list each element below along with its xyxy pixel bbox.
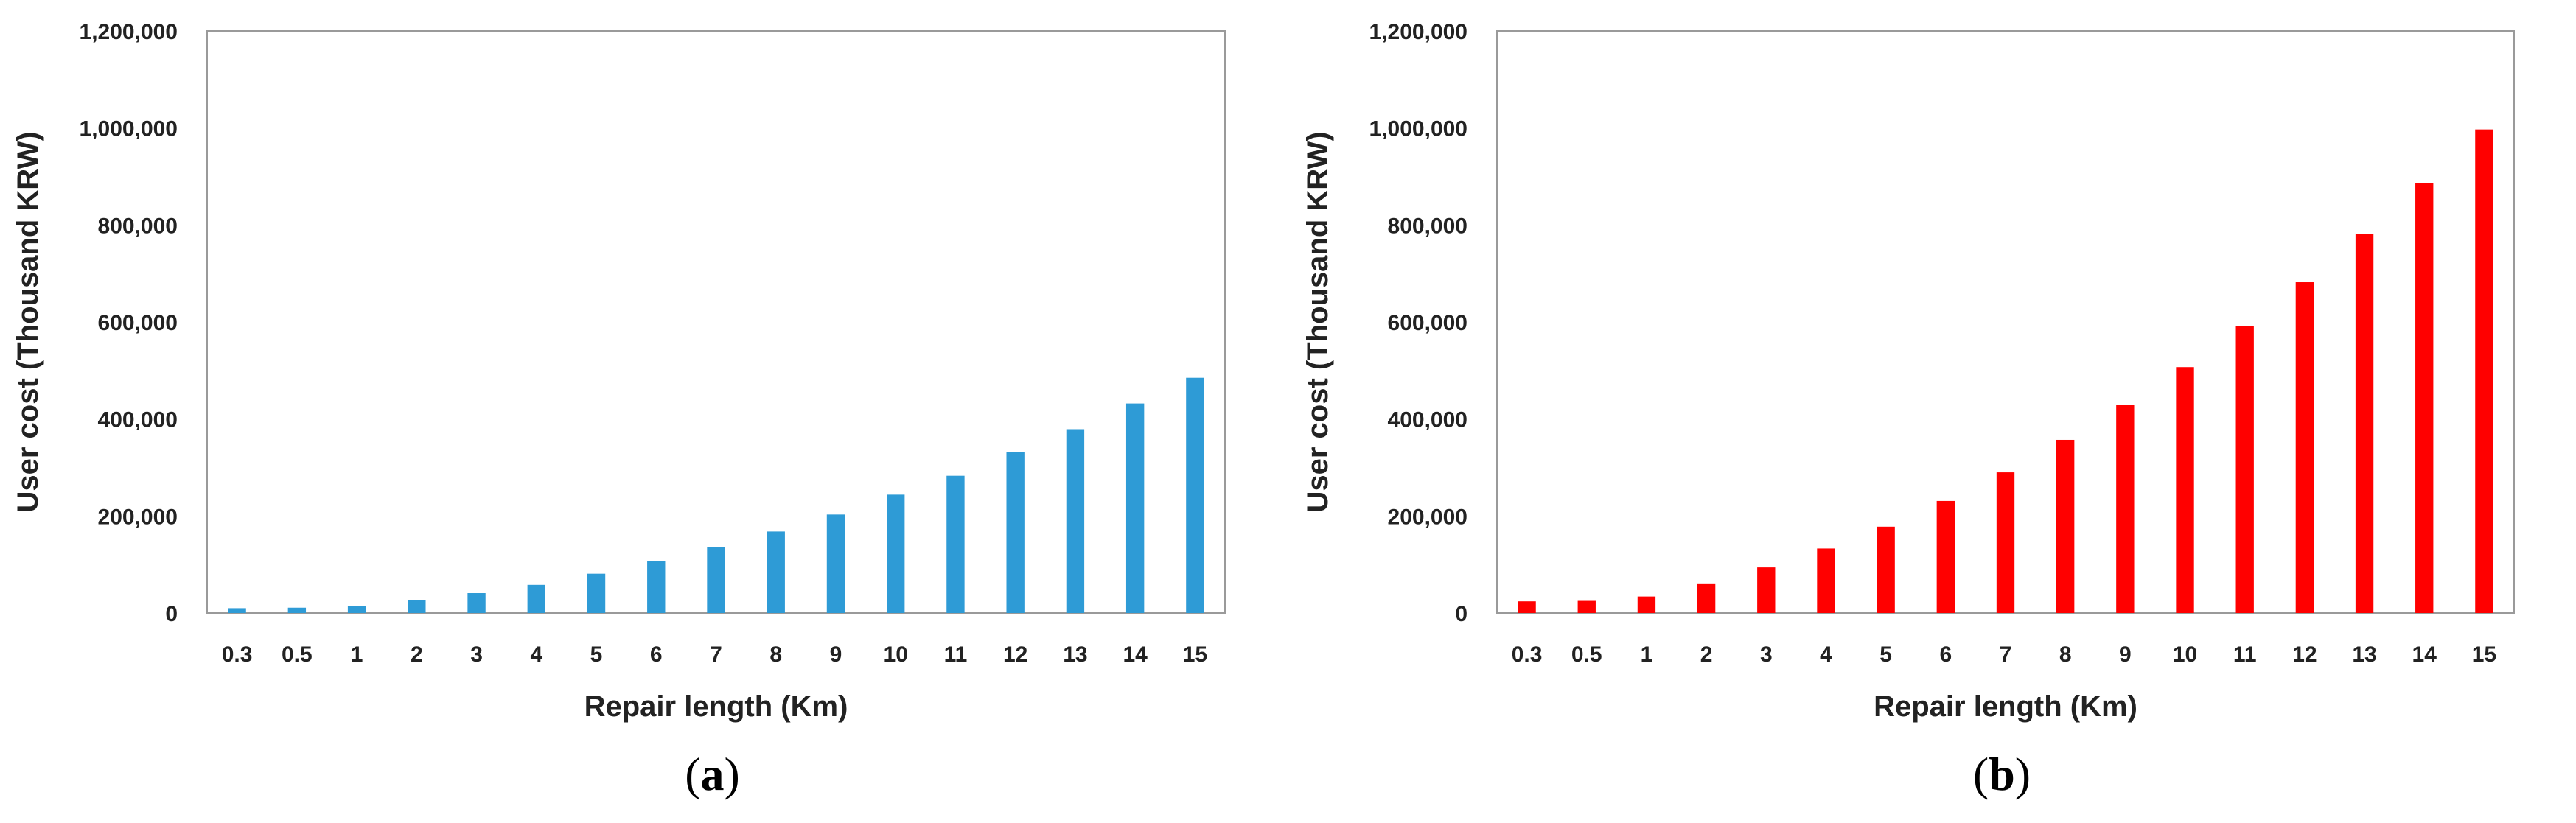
- bar: [2355, 234, 2374, 613]
- x-tick-label: 14: [1123, 642, 1148, 667]
- bar: [1518, 601, 1536, 613]
- bar: [2475, 129, 2493, 613]
- bar: [647, 561, 666, 613]
- chart-panel-b: 0 200,000 400,000 600,000 800,000 1,000,000 1,…: [1302, 20, 2515, 800]
- bar: [1066, 429, 1085, 613]
- bar: [347, 606, 366, 613]
- y-axis-title: User cost (Thousand KRW): [1302, 131, 1334, 512]
- x-tick-label: 12: [2292, 642, 2317, 667]
- x-tick-label: 3: [470, 642, 483, 667]
- bar: [1877, 526, 1895, 613]
- y-tick-label: 0: [1455, 602, 1467, 626]
- bar: [527, 584, 545, 613]
- bar: [2116, 405, 2135, 613]
- bar: [2295, 282, 2314, 613]
- x-tick-label: 12: [1003, 642, 1027, 667]
- x-tick-label: 10: [884, 642, 908, 667]
- bar: [587, 573, 606, 613]
- bar: [1577, 600, 1596, 613]
- y-tick-label: 800,000: [98, 214, 178, 238]
- y-tick-label: 600,000: [98, 311, 178, 335]
- x-tick-label: 13: [1063, 642, 1087, 667]
- bar: [887, 494, 905, 613]
- x-tick-label: 15: [2472, 642, 2496, 667]
- x-tick-label: 1: [351, 642, 363, 667]
- x-tick-label: 7: [710, 642, 722, 667]
- x-tick-label: 8: [2059, 642, 2072, 667]
- x-tick-label: 7: [2000, 642, 2012, 667]
- x-tick-label: 2: [411, 642, 423, 667]
- y-tick-label: 0: [165, 602, 178, 626]
- x-tick-label: 1: [1641, 642, 1653, 667]
- x-tick-label: 6: [650, 642, 663, 667]
- x-tick-label: 5: [1879, 642, 1892, 667]
- y-tick-label: 1,200,000: [1369, 20, 1467, 44]
- bar: [1697, 583, 1716, 613]
- y-tick-label: 1,000,000: [1369, 117, 1467, 141]
- x-tick-label: 3: [1760, 642, 1773, 667]
- y-tick-label: 1,200,000: [80, 20, 178, 44]
- x-tick-label: 11: [944, 642, 968, 667]
- x-tick-label: 8: [769, 642, 782, 667]
- x-tick-label: 0.5: [1571, 642, 1602, 667]
- x-tick-label: 13: [2352, 642, 2376, 667]
- panel-caption-letter: a: [701, 748, 725, 800]
- x-tick-label: 14: [2412, 642, 2437, 667]
- x-axis-title: Repair length (Km): [1874, 690, 2137, 723]
- bar: [2056, 439, 2075, 613]
- bar: [1817, 548, 1835, 613]
- bar: [946, 475, 965, 613]
- x-tick-label: 6: [1939, 642, 1952, 667]
- bar: [826, 514, 845, 613]
- x-tick-label: 10: [2173, 642, 2197, 667]
- y-axis-title: User cost (Thousand KRW): [12, 131, 44, 512]
- x-tick-label: 4: [530, 642, 542, 667]
- y-tick-label: 200,000: [1388, 505, 1467, 529]
- x-tick-label: 9: [2119, 642, 2132, 667]
- y-tick-label: 400,000: [1388, 408, 1467, 432]
- bar: [1996, 472, 2015, 613]
- bar: [1936, 500, 1955, 613]
- bar: [228, 608, 246, 613]
- y-tick-label: 1,000,000: [80, 117, 178, 141]
- bar: [707, 547, 725, 613]
- chart-panel-a: 0 200,000 400,000 600,000 800,000 1,000,000 1,…: [12, 20, 1226, 800]
- panel-caption: (b): [1973, 748, 2031, 800]
- x-tick-label: 9: [830, 642, 842, 667]
- bar: [467, 593, 486, 613]
- panel-caption: (a): [685, 748, 740, 800]
- x-tick-label: 4: [1820, 642, 1832, 667]
- x-tick-label: 0.3: [1512, 642, 1543, 667]
- bar: [1006, 452, 1025, 613]
- x-tick-label: 2: [1700, 642, 1713, 667]
- bar: [2235, 326, 2254, 613]
- bar: [287, 607, 307, 613]
- bar: [1125, 403, 1145, 613]
- bar: [767, 531, 785, 613]
- y-tick-label: 800,000: [1388, 214, 1467, 238]
- y-tick-label: 600,000: [1388, 311, 1467, 335]
- bar: [2415, 183, 2434, 613]
- x-tick-label: 5: [590, 642, 603, 667]
- bar: [1637, 596, 1656, 613]
- y-tick-label: 200,000: [98, 505, 178, 529]
- x-axis-title: Repair length (Km): [584, 690, 848, 723]
- bar: [2176, 367, 2194, 613]
- bar: [408, 600, 426, 613]
- x-tick-label: 0.3: [222, 642, 253, 667]
- bar: [1186, 377, 1204, 613]
- y-tick-label: 400,000: [98, 408, 178, 432]
- x-tick-label: 15: [1183, 642, 1207, 667]
- x-tick-label: 11: [2233, 642, 2257, 667]
- x-tick-label: 0.5: [282, 642, 313, 667]
- panel-caption-letter: b: [1989, 748, 2015, 800]
- bar: [1757, 567, 1776, 613]
